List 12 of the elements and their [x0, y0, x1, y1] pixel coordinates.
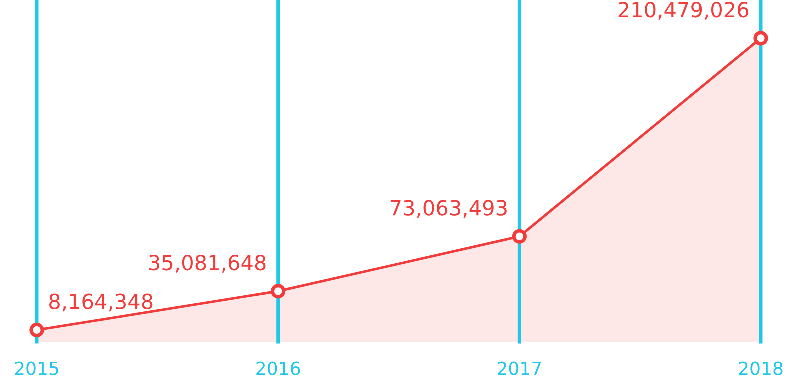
- x-tick-label: 2017: [498, 362, 542, 376]
- point: [512, 229, 527, 244]
- data-label: 35,081,648: [150, 254, 266, 273]
- point: [754, 31, 768, 46]
- point: [271, 284, 286, 299]
- data-label: 8,164,348: [50, 294, 153, 312]
- point: [30, 322, 44, 338]
- x-tick-label: 2018: [739, 362, 783, 376]
- x-tick-label: 2015: [15, 362, 58, 376]
- data-label: 73,063,493: [390, 200, 507, 218]
- x-tick-label: 2016: [256, 362, 300, 376]
- data-label: 210,479,026: [618, 2, 749, 20]
